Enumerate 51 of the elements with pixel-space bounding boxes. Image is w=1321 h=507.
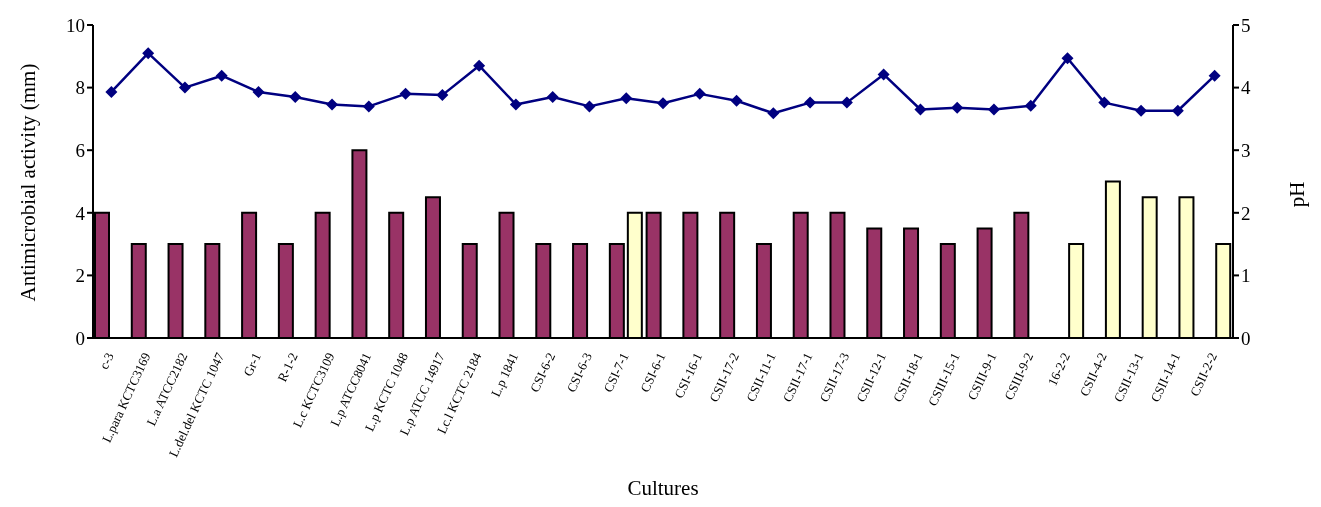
point	[178, 81, 191, 94]
point	[1171, 104, 1184, 117]
y-tick-label: 10	[66, 14, 85, 36]
point	[1208, 69, 1221, 82]
point	[987, 103, 1000, 116]
y2-tick-label: 5	[1241, 14, 1251, 36]
point	[289, 90, 302, 103]
point	[620, 92, 633, 105]
point	[951, 101, 964, 114]
point	[1098, 96, 1111, 109]
y2-tick-label: 1	[1241, 265, 1251, 287]
point	[326, 98, 339, 111]
point	[1135, 104, 1148, 117]
point	[436, 89, 449, 102]
point	[215, 69, 228, 82]
point	[142, 47, 155, 60]
y-tick-label: 4	[75, 202, 86, 224]
point	[877, 68, 890, 81]
point	[546, 90, 559, 103]
point	[693, 87, 706, 100]
point	[730, 94, 743, 107]
y-tick-label: 0	[75, 327, 85, 349]
x-axis-title: Cultures	[627, 476, 699, 500]
point	[105, 85, 118, 98]
point	[914, 103, 927, 116]
x-tick-label: L.p 1841	[487, 350, 522, 400]
y2-tick-label: 3	[1241, 139, 1251, 161]
point	[1024, 99, 1037, 112]
y-tick-label: 2	[75, 265, 85, 287]
point	[767, 107, 780, 120]
point	[1061, 52, 1074, 65]
y-tick-label: 8	[75, 77, 85, 99]
y2-tick-label: 0	[1241, 327, 1251, 349]
point	[473, 59, 486, 72]
y2-axis-title: pH	[1285, 181, 1310, 208]
point	[657, 97, 669, 110]
point	[804, 96, 817, 109]
point	[362, 100, 375, 113]
x-tick-label: 16-2-2	[1044, 350, 1073, 388]
y2-tick-label: 2	[1241, 202, 1251, 224]
point	[399, 87, 412, 100]
y-axis-title: Antimicrobial activity (mm)	[16, 63, 41, 302]
y-tick-label: 6	[75, 139, 85, 161]
point	[252, 85, 265, 98]
y2-tick-label: 4	[1241, 77, 1251, 99]
point	[583, 100, 596, 113]
x-tick-label: Gr-1	[240, 350, 264, 379]
x-tick-label: c-3	[96, 350, 117, 372]
x-tick-label: R-1-2	[274, 350, 301, 385]
point	[509, 98, 522, 111]
point	[840, 96, 853, 109]
